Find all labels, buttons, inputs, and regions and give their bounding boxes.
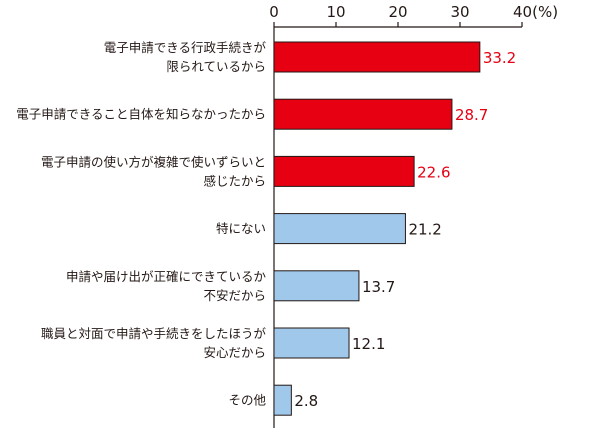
bar [273,155,415,187]
value-label: 2.8 [294,392,318,410]
bar [273,41,481,73]
category-label: 申請や届け出が正確にできているか不安だから [66,269,267,303]
category-label: 職員と対面で申請や手続きをしたほうが安心だから [41,326,267,360]
bar [273,213,406,245]
category-label: 電子申請の使い方が複雑で使いずらいと感じたから [41,154,266,188]
bar [273,270,360,302]
value-label: 33.2 [483,49,516,67]
category-label: 電子申請できる行政手続きが限られているから [104,40,267,74]
category-label-line: 電子申請できること自体を知らなかったから [16,107,266,122]
category-label-line: 電子申請できる行政手続きが [104,40,267,55]
value-label: 22.6 [417,163,450,181]
x-tick-label: 10 [326,3,345,21]
bar [273,98,453,130]
value-label: 12.1 [352,335,385,353]
category-label-line: 限られているから [166,59,266,74]
category-label-line: 特にない [216,221,266,236]
category-label-line: 申請や届け出が正確にできているか [66,269,267,284]
label-layer: 電子申請できる行政手続きが限られているから 33.2 電子申請できること自体を知らな… [16,40,516,410]
x-tick-label: 40(%) [513,3,558,21]
category-label-line: 不安だから [203,288,266,303]
axis-layer: 0 10 20 30 40(%) [269,3,558,428]
category-label-line: その他 [228,393,266,408]
x-tick-label: 30 [450,3,469,21]
unit-label: (%) [532,3,558,21]
bar-layer [273,41,481,416]
x-tick-label: 20 [388,3,407,21]
category-label-line: 電子申請の使い方が複雑で使いずらいと [41,154,266,169]
x-tick-label: 0 [269,3,279,21]
value-label: 28.7 [455,106,488,124]
category-label-line: 安心だから [203,345,266,360]
bar [273,327,350,359]
value-label: 13.7 [362,278,395,296]
category-label: 電子申請できること自体を知らなかったから [16,107,266,122]
category-label-line: 職員と対面で申請や手続きをしたほうが [41,326,267,341]
category-label: その他 [228,393,266,408]
category-label: 特にない [216,221,266,236]
value-label: 21.2 [408,221,441,239]
bar [273,384,292,416]
category-label-line: 感じたから [203,173,266,188]
